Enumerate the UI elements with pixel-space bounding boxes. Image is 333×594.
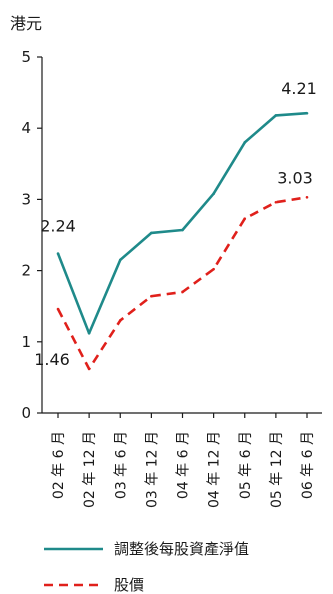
series-0-point	[181, 228, 184, 232]
y-tick-label: 1	[21, 333, 31, 351]
legend-label-1: 股價	[114, 576, 144, 594]
y-tick-label: 0	[21, 404, 31, 422]
series-1-point	[56, 307, 60, 311]
y-axis-unit-label: 港元	[10, 14, 42, 33]
x-tick-label: 04 年 12 月	[207, 431, 223, 508]
x-tick-label: 02 年 12 月	[82, 431, 98, 508]
series-layer	[56, 111, 309, 371]
series-1-point	[118, 319, 122, 322]
data-labels: 2.24 1.46 4.21 3.03	[34, 79, 317, 369]
x-tick-label: 05 年 12 月	[269, 431, 285, 508]
axes: 0 1 2 3 4 5 02 年 6 月 02 年 12 月 03 年 6 月 03 年 12 月…	[21, 48, 322, 508]
x-tick-label: 04 年 6 月	[176, 431, 192, 499]
series-1-point	[150, 294, 153, 298]
y-tick-label: 4	[21, 119, 31, 137]
series-0-point	[274, 114, 278, 117]
data-label: 1.46	[34, 350, 70, 369]
series-1-point	[87, 367, 91, 371]
y-tick-label: 2	[21, 262, 31, 280]
x-tick-label: 06 年 6 月	[300, 431, 316, 499]
series-1-point	[305, 195, 309, 199]
x-tick-label: 03 年 12 月	[144, 431, 160, 508]
x-tick-label: 02 年 6 月	[51, 431, 67, 499]
series-0-point	[150, 231, 153, 235]
series-1-point	[212, 267, 215, 271]
x-tick-label: 03 年 6 月	[113, 431, 129, 499]
series-1-point	[274, 200, 278, 204]
x-tick-label: 05 年 6 月	[238, 431, 254, 499]
series-line-1	[56, 196, 308, 371]
series-line-0	[56, 111, 308, 335]
y-tick-label: 3	[21, 190, 31, 208]
data-label: 3.03	[277, 168, 313, 187]
data-label: 4.21	[281, 79, 317, 98]
series-0-point	[212, 192, 215, 196]
legend-label-0: 調整後每股資產淨值	[114, 540, 249, 558]
series-1-point	[181, 290, 184, 294]
series-0-point	[87, 331, 91, 335]
y-tick-label: 5	[21, 48, 31, 66]
series-0-point	[305, 111, 309, 115]
series-0-point	[56, 252, 60, 255]
series-1-point	[243, 217, 247, 220]
series-0-point	[243, 141, 247, 144]
series-0-point	[118, 258, 122, 262]
data-label: 2.24	[40, 217, 76, 236]
